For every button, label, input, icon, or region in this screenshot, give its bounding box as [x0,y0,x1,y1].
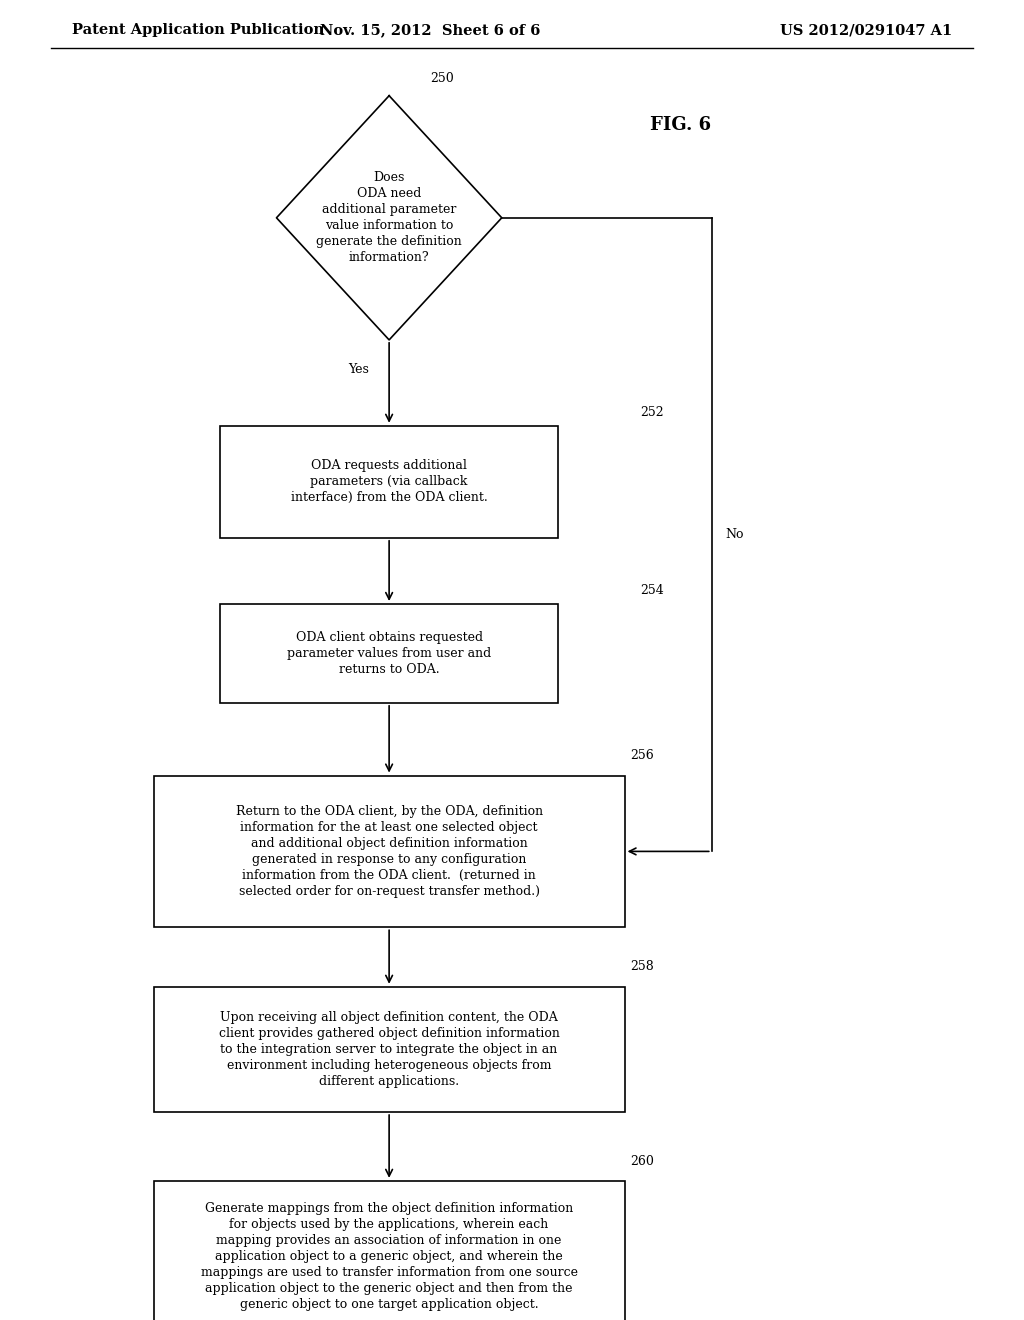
Bar [154,776,625,927]
Text: ODA requests additional
parameters (via callback
interface) from the ODA client.: ODA requests additional parameters (via … [291,459,487,504]
Text: 250: 250 [430,73,454,86]
Text: ODA client obtains requested
parameter values from user and
returns to ODA.: ODA client obtains requested parameter v… [287,631,492,676]
Text: Return to the ODA client, by the ODA, definition
information for the at least on: Return to the ODA client, by the ODA, de… [236,805,543,898]
Text: 252: 252 [640,407,664,418]
Text: Yes: Yes [348,363,369,376]
Text: Upon receiving all object definition content, the ODA
client provides gathered o: Upon receiving all object definition con… [219,1011,559,1088]
Bar [220,425,558,539]
Text: Generate mappings from the object definition information
for objects used by the: Generate mappings from the object defini… [201,1203,578,1311]
Bar [154,987,625,1111]
Text: FIG. 6: FIG. 6 [650,116,712,135]
Text: No: No [725,528,743,541]
Text: 258: 258 [630,961,653,974]
Text: Patent Application Publication: Patent Application Publication [72,22,324,37]
Text: 260: 260 [630,1155,653,1167]
Text: 256: 256 [630,750,653,762]
Text: Nov. 15, 2012  Sheet 6 of 6: Nov. 15, 2012 Sheet 6 of 6 [319,22,541,37]
Text: US 2012/0291047 A1: US 2012/0291047 A1 [780,22,952,37]
Bar [220,605,558,704]
Text: 254: 254 [640,585,664,597]
Bar [154,1180,625,1320]
Text: Does
ODA need
additional parameter
value information to
generate the definition
: Does ODA need additional parameter value… [316,172,462,264]
